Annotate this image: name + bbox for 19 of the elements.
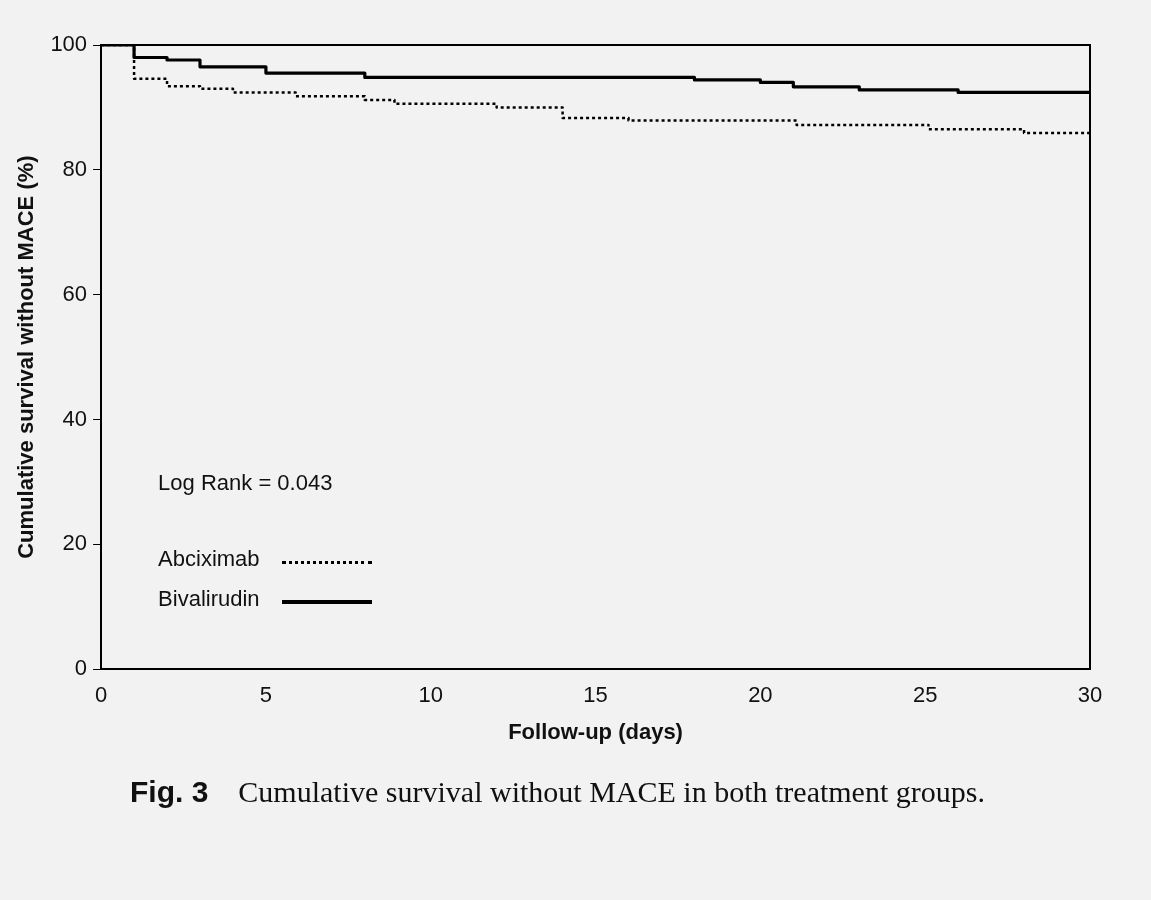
x-tick-label: 5 (259, 682, 273, 708)
y-tick-label: 80 (62, 155, 88, 181)
x-tick-label: 15 (583, 682, 608, 708)
legend-label: Bivalirudin (158, 585, 260, 614)
y-tick-label: 100 (50, 31, 88, 57)
y-tick-label: 20 (62, 530, 88, 556)
y-tick-label: 40 (62, 405, 88, 431)
x-tick-label: 25 (912, 682, 938, 708)
x-tick-label: 10 (418, 682, 443, 708)
y-tick-label: 0 (74, 655, 88, 681)
y-tick-label: 60 (62, 280, 88, 306)
annotation: Log Rank = 0.043 (158, 470, 333, 496)
x-tick-label: 30 (1077, 682, 1103, 708)
x-tick-label: 20 (748, 682, 773, 708)
x-axis-title: Follow-up (days) (508, 718, 683, 744)
legend-label: Abciximab (158, 545, 260, 574)
caption: Fig. 3 Cumulative survival without MACE in both treatment groups. (130, 775, 985, 809)
x-tick-label: 0 (94, 682, 108, 708)
y-axis-title: Cumulative survival without MACE (%) (13, 155, 39, 559)
